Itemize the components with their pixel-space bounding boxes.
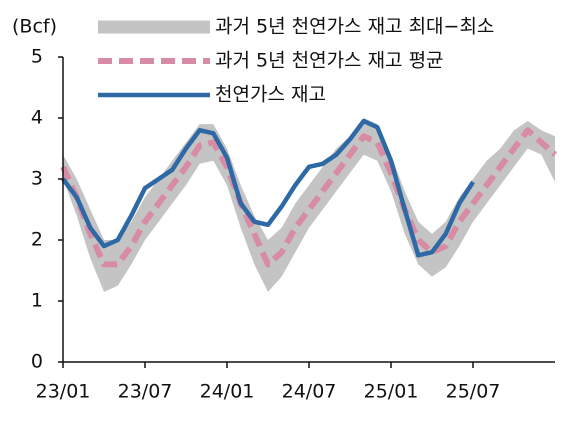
x-tick-label: 24/07 — [282, 381, 337, 403]
legend-label: 과거 5년 천연가스 재고 최대−최소 — [215, 16, 494, 38]
x-tick-label: 25/07 — [446, 381, 501, 403]
y-tick-label: 1 — [31, 290, 43, 312]
stock-line — [61, 118, 475, 258]
y-axis-label: (Bcf) — [12, 16, 57, 38]
y-tick-label: 2 — [31, 229, 43, 251]
y-tick-label: 0 — [31, 351, 43, 373]
legend-label: 과거 5년 천연가스 재고 평균 — [215, 50, 444, 72]
x-tick-label: 23/01 — [36, 381, 91, 403]
y-tick-label: 4 — [31, 107, 43, 129]
x-tick-label: 23/07 — [118, 381, 173, 403]
legend-label: 천연가스 재고 — [215, 84, 326, 106]
y-tick-label: 5 — [31, 46, 43, 68]
x-tick-label: 24/01 — [200, 381, 255, 403]
average-line — [60, 127, 557, 268]
y-tick-label: 3 — [31, 168, 43, 190]
x-tick-label: 25/01 — [364, 381, 419, 403]
